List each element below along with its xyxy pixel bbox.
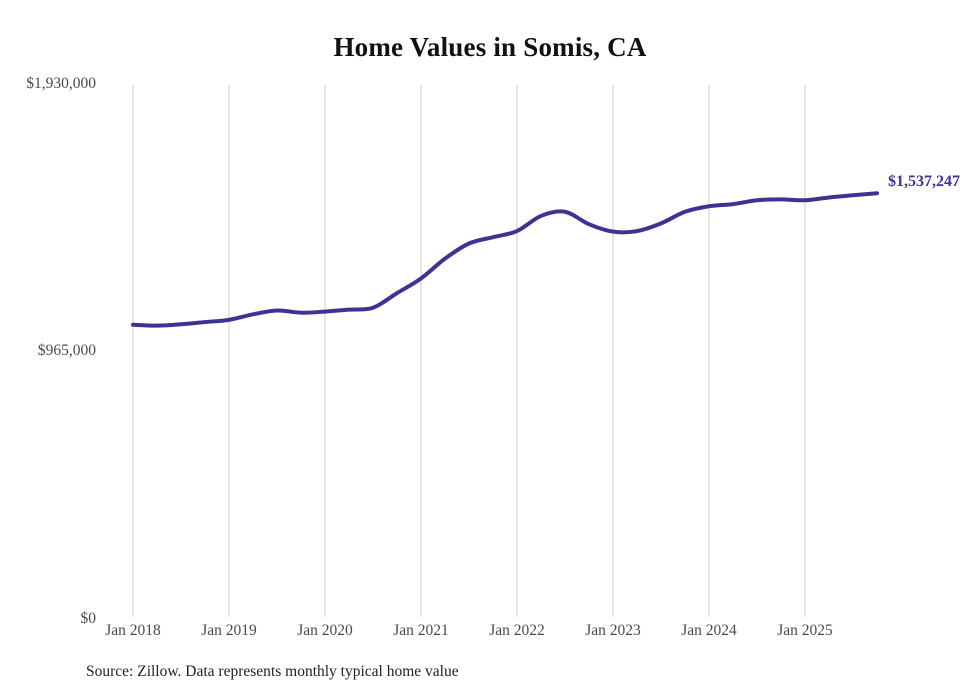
x-axis-tick-jan-2021: Jan 2021 [393,622,449,639]
end-value-annotation: $1,537,247 [888,173,960,190]
y-axis-tick-bottom: $0 [80,610,97,627]
chart-title: Home Values in Somis, CA [333,32,647,62]
source-note: Source: Zillow. Data represents monthly … [86,663,459,680]
data-line-typical-home-value [131,191,879,328]
x-axis-tick-jan-2019: Jan 2019 [201,622,257,639]
x-axis-tick-jan-2020: Jan 2020 [297,622,353,639]
x-axis-tick-jan-2025: Jan 2025 [777,622,833,639]
x-axis-tick-jan-2023: Jan 2023 [585,622,641,639]
x-axis-tick-jan-2018: Jan 2018 [105,622,161,639]
y-axis-tick-mid: $965,000 [37,342,96,359]
y-axis-tick-top: $1,930,000 [26,75,96,92]
x-axis-tick-jan-2024: Jan 2024 [681,622,737,639]
gridlines-vertical [132,85,806,617]
x-axis-tick-jan-2022: Jan 2022 [489,622,545,639]
